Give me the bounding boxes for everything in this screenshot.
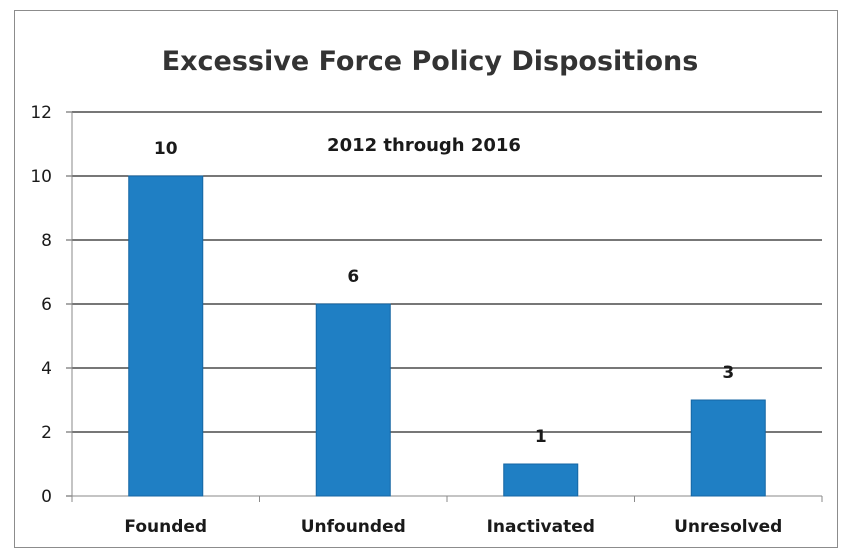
bar-inactivated	[503, 463, 579, 497]
category-label-unfounded: Unfounded	[301, 517, 406, 537]
chart-title: Excessive Force Policy Dispositions	[162, 46, 699, 77]
labels: 0 2 4 6 8 10 12 10 Founded 6 Unfounded 1 Inactivated…	[30, 103, 782, 537]
bar-unfounded	[315, 303, 391, 497]
y-tick-label: 12	[30, 103, 52, 123]
y-tick-label: 6	[41, 295, 52, 315]
bar-founded	[128, 175, 204, 497]
bars	[128, 175, 766, 497]
data-label-founded: 10	[154, 139, 178, 159]
y-tick-label: 0	[41, 487, 52, 507]
category-label-inactivated: Inactivated	[487, 517, 595, 537]
category-label-founded: Founded	[124, 517, 207, 537]
y-tick-label: 2	[41, 423, 52, 443]
y-tick-label: 4	[41, 359, 52, 379]
chart-subtitle: 2012 through 2016	[327, 135, 521, 156]
data-label-inactivated: 1	[535, 427, 547, 447]
y-tick-label: 8	[41, 231, 52, 251]
bar-unresolved	[690, 399, 766, 497]
category-label-unresolved: Unresolved	[674, 517, 782, 537]
data-label-unresolved: 3	[722, 363, 734, 383]
y-tick-label: 10	[30, 167, 52, 187]
data-label-unfounded: 6	[347, 267, 359, 287]
